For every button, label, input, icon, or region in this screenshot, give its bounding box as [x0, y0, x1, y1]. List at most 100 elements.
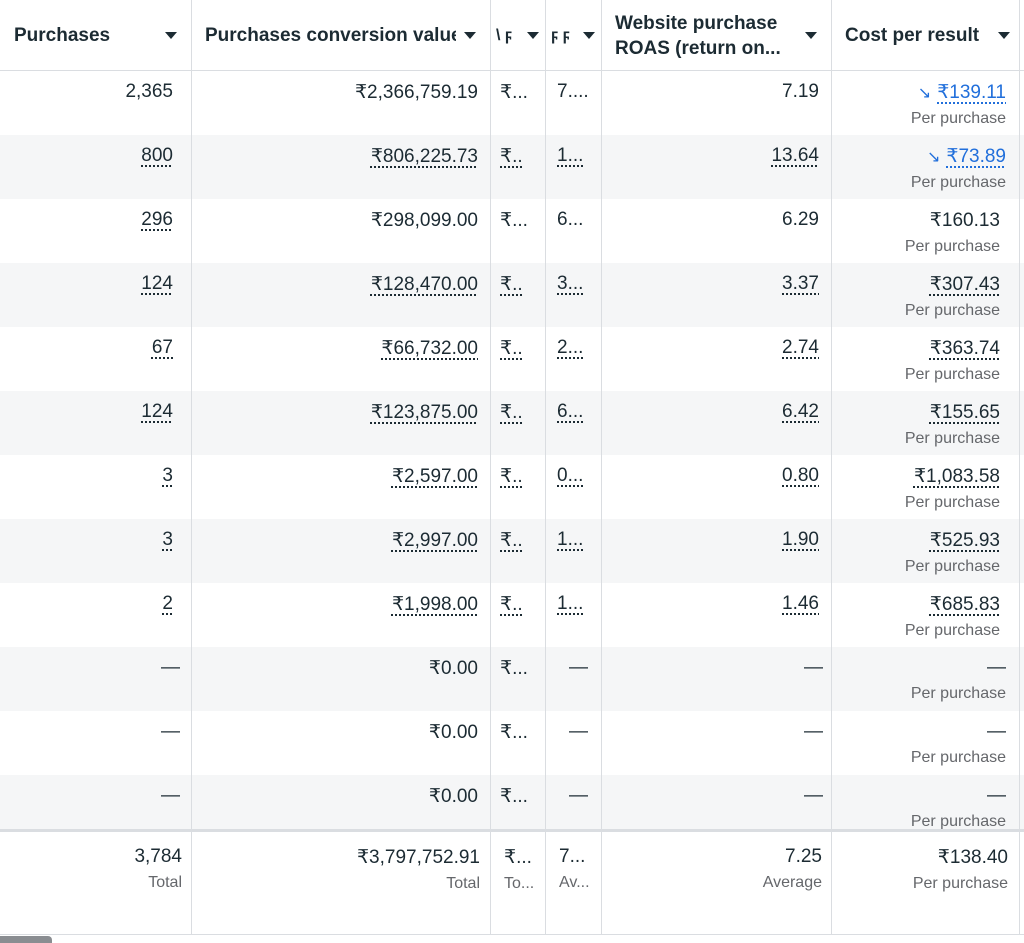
table-row[interactable]: — ₹0.00 ₹... — — — Per purchase — [0, 711, 1024, 775]
cost-value[interactable]: ₹139.11 — [937, 82, 1006, 103]
cost-value[interactable]: ₹1,083.58 — [913, 466, 1000, 487]
cost-value: — — [987, 785, 1006, 806]
cell-cost-per-result: — Per purchase — [831, 647, 1024, 711]
cell-roas: 7.19 — [601, 71, 831, 135]
purchases-value[interactable]: 800 — [141, 145, 173, 166]
table-row[interactable]: 67 ₹66,732.00 ₹.. 2... 2.74 ₹363.74 Per purcha… — [0, 327, 1024, 391]
total-value: ₹138.40 — [937, 847, 1008, 868]
roas-value[interactable]: 3.37 — [782, 273, 819, 294]
roas-value[interactable]: 6.42 — [782, 401, 819, 422]
sort-caret-icon[interactable] — [805, 32, 817, 39]
collapsed-value: ₹.. — [500, 274, 523, 295]
cell-roas: 1.46 — [601, 583, 831, 647]
purchases-value[interactable]: 3 — [162, 465, 173, 486]
cell-collapsed-1: ₹... — [490, 647, 545, 711]
table-row[interactable]: 124 ₹128,470.00 ₹.. 3... 3.37 ₹307.43 Per purc… — [0, 263, 1024, 327]
roas-value[interactable]: 0.80 — [782, 465, 819, 486]
sort-caret-icon[interactable] — [583, 32, 595, 39]
collapsed-value: ₹... — [500, 722, 528, 743]
roas-value: 6.29 — [782, 209, 819, 230]
cell-collapsed-2: 0... — [545, 455, 601, 519]
table-row[interactable]: 3 ₹2,997.00 ₹.. 1... 1.90 ₹525.93 Per purchase — [0, 519, 1024, 583]
cost-value[interactable]: ₹73.89 — [946, 146, 1006, 167]
col-header-collapsed-1[interactable]: \ ϝ — [490, 0, 545, 71]
collapsed-value: 2... — [557, 337, 584, 358]
cell-purchases: 124 — [0, 263, 191, 327]
col-header-cost-per-result[interactable]: Cost per result — [831, 0, 1024, 71]
collapsed-value: — — [569, 785, 588, 806]
table-row[interactable]: 2 ₹1,998.00 ₹.. 1... 1.46 ₹685.83 Per purchase — [0, 583, 1024, 647]
purchases-value[interactable]: 296 — [141, 209, 173, 230]
table-row[interactable]: 124 ₹123,875.00 ₹.. 6... 6.42 ₹155.65 Per purc… — [0, 391, 1024, 455]
cost-value[interactable]: ₹363.74 — [929, 338, 1000, 359]
purchases-value[interactable]: 124 — [141, 273, 173, 294]
cost-value[interactable]: ₹307.43 — [929, 274, 1000, 295]
conversion-value[interactable]: ₹2,597.00 — [391, 466, 478, 487]
roas-value[interactable]: 2.74 — [782, 337, 819, 358]
total-roas: 7.25 Average — [601, 832, 831, 932]
conversion-value[interactable]: ₹2,997.00 — [391, 530, 478, 551]
col-header-roas[interactable]: Website purchase ROAS (return on... — [601, 0, 831, 71]
cell-cost-per-result: ₹160.13 Per purchase — [831, 199, 1024, 263]
cost-sublabel: Per purchase — [904, 558, 1000, 575]
sort-caret-icon[interactable] — [998, 32, 1010, 39]
cell-roas: 0.80 — [601, 455, 831, 519]
collapsed-value: ₹... — [500, 210, 528, 231]
conversion-value[interactable]: ₹128,470.00 — [370, 274, 478, 295]
cell-collapsed-2: 6... — [545, 391, 601, 455]
cost-value: — — [987, 657, 1006, 678]
collapsed-value: 1... — [557, 593, 584, 614]
col-header-conversion-value[interactable]: Purchases conversion value — [191, 0, 490, 71]
col-header-label: ϝ ϝ — [551, 26, 570, 44]
cost-value[interactable]: ₹525.93 — [929, 530, 1000, 551]
table-row[interactable]: 3 ₹2,597.00 ₹.. 0... 0.80 ₹1,083.58 Per purcha… — [0, 455, 1024, 519]
cell-roas: — — [601, 711, 831, 775]
purchases-value[interactable]: 67 — [151, 337, 173, 358]
cell-roas: 6.42 — [601, 391, 831, 455]
purchases-value[interactable]: 2 — [162, 593, 173, 614]
cost-value: — — [987, 721, 1006, 742]
table-row[interactable]: 296 ₹298,099.00 ₹... 6... 6.29 ₹160.13 Per pur… — [0, 199, 1024, 263]
cell-collapsed-1: ₹.. — [490, 583, 545, 647]
col-header-purchases[interactable]: Purchases — [0, 0, 191, 71]
conversion-value[interactable]: ₹1,998.00 — [391, 594, 478, 615]
table-row[interactable]: — ₹0.00 ₹... — — — Per purchase — [0, 647, 1024, 711]
cell-collapsed-2: 1... — [545, 583, 601, 647]
cost-sublabel: Per purchase — [904, 366, 1000, 383]
sort-caret-icon[interactable] — [527, 32, 539, 39]
cell-conversion-value: ₹806,225.73 — [191, 135, 490, 199]
total-label: Total — [446, 875, 480, 892]
cost-value[interactable]: ₹685.83 — [929, 594, 1000, 615]
table-row[interactable]: — ₹0.00 ₹... — — — Per purchase — [0, 775, 1024, 839]
horizontal-scrollbar[interactable] — [0, 936, 52, 943]
conversion-value[interactable]: ₹806,225.73 — [370, 146, 478, 167]
collapsed-value: ₹.. — [500, 466, 523, 487]
conversion-value: ₹0.00 — [428, 658, 478, 679]
cost-value[interactable]: ₹155.65 — [929, 402, 1000, 423]
cell-conversion-value: ₹2,366,759.19 — [191, 71, 490, 135]
column-divider — [831, 0, 832, 934]
purchases-value[interactable]: 124 — [141, 401, 173, 422]
sort-caret-icon[interactable] — [165, 32, 177, 39]
trending-down-icon: ↘ — [926, 149, 941, 166]
roas-value[interactable]: 1.90 — [782, 529, 819, 550]
conversion-value: ₹298,099.00 — [370, 210, 478, 231]
sort-caret-icon[interactable] — [464, 32, 476, 39]
table-row[interactable]: 800 ₹806,225.73 ₹.. 1... 13.64 ↘ ₹73.89 Per pur… — [0, 135, 1024, 199]
conversion-value[interactable]: ₹66,732.00 — [381, 338, 478, 359]
cost-sublabel: Per purchase — [910, 110, 1006, 127]
cost-sublabel: Per purchase — [904, 494, 1000, 511]
cell-cost-per-result: ₹525.93 Per purchase — [831, 519, 1024, 583]
column-divider — [545, 0, 546, 934]
total-label: Per purchase — [912, 875, 1008, 892]
roas-value[interactable]: 13.64 — [771, 145, 819, 166]
cell-cost-per-result: — Per purchase — [831, 775, 1024, 839]
cell-collapsed-1: ₹.. — [490, 519, 545, 583]
roas-value[interactable]: 1.46 — [782, 593, 819, 614]
cell-roas: — — [601, 647, 831, 711]
totals-row: 3,784 Total ₹3,797,752.91 Total ₹... To.… — [0, 829, 1024, 935]
table-row[interactable]: 2,365 ₹2,366,759.19 ₹... 7.... 7.19 ↘ ₹139.11 P… — [0, 71, 1024, 135]
conversion-value[interactable]: ₹123,875.00 — [370, 402, 478, 423]
col-header-collapsed-2[interactable]: ϝ ϝ — [545, 0, 601, 71]
purchases-value[interactable]: 3 — [162, 529, 173, 550]
